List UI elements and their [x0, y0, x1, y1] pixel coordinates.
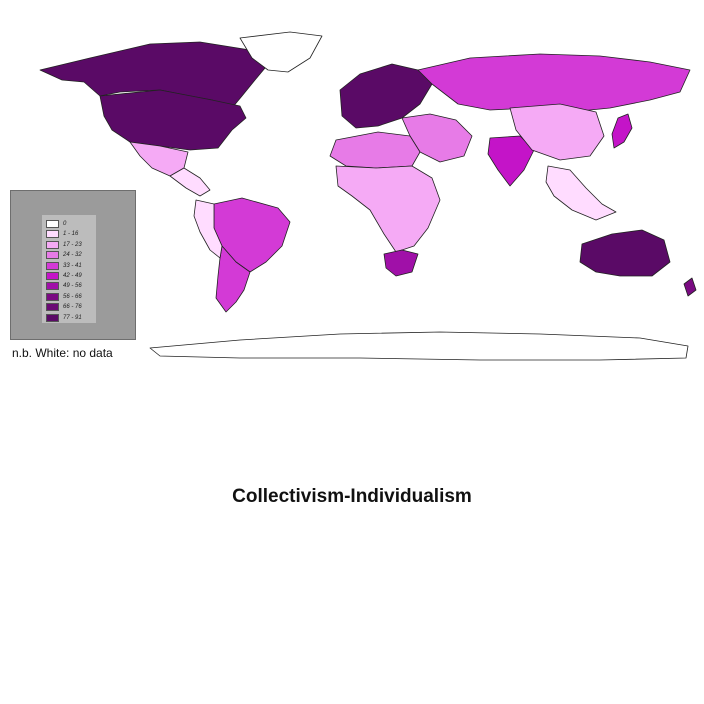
- legend-label: 49 - 56: [63, 283, 82, 290]
- region-united-states: [99, 89, 247, 151]
- legend-label: 66 - 76: [63, 304, 82, 311]
- legend-label: 33 - 41: [63, 262, 82, 269]
- region-russia: [417, 53, 691, 113]
- legend-swatch: [46, 251, 59, 260]
- legend-swatch: [46, 292, 59, 301]
- legend-swatch: [46, 282, 59, 291]
- region-europe: [339, 63, 433, 129]
- region-australia: [579, 229, 671, 277]
- region-south-africa: [383, 249, 419, 277]
- legend-item: 77 - 91: [46, 312, 82, 324]
- legend-swatch: [46, 230, 59, 239]
- region-greenland: [239, 31, 323, 73]
- legend-swatch: [46, 220, 59, 228]
- legend-label: 24 - 32: [63, 252, 82, 259]
- legend-label: 42 - 49: [63, 273, 82, 279]
- legend-item: 24 - 32: [46, 249, 82, 261]
- legend-item: 42 - 49: [46, 270, 82, 282]
- legend-label: 77 - 91: [63, 314, 82, 321]
- map-legend: 0 1 - 16 17 - 23 24 - 32 33 - 41 42 - 49 49 - …: [10, 190, 136, 340]
- region-new-zealand: [683, 277, 697, 297]
- no-data-note: n.b. White: no data: [12, 346, 113, 360]
- region-argentina: [215, 245, 251, 313]
- legend-item: 56 - 66: [46, 291, 82, 303]
- region-sub-saharan-africa: [335, 165, 441, 253]
- legend-item: 33 - 41: [46, 260, 82, 272]
- world-choropleth-map: [39, 31, 697, 361]
- region-china: [509, 103, 605, 161]
- legend-label: 0: [63, 221, 67, 227]
- legend-label: 56 - 66: [63, 293, 82, 300]
- region-north-africa: [329, 131, 421, 169]
- region-central-america: [169, 167, 211, 197]
- region-western-south-america: [193, 199, 223, 259]
- legend-swatch: [46, 313, 59, 322]
- region-southeast-asia: [545, 165, 617, 221]
- legend-item: 49 - 56: [46, 280, 82, 292]
- legend-item: 0: [46, 218, 66, 230]
- legend-item: 1 - 16: [46, 228, 78, 240]
- region-japan: [611, 113, 633, 149]
- map-caption: Collectivism-Individualism: [232, 486, 472, 507]
- region-antarctica: [149, 331, 689, 361]
- legend-swatch: [46, 303, 59, 312]
- legend-item: 66 - 76: [46, 301, 82, 313]
- legend-panel: 0 1 - 16 17 - 23 24 - 32 33 - 41 42 - 49 49 - …: [42, 215, 96, 323]
- legend-item: 17 - 23: [46, 239, 82, 251]
- legend-swatch: [46, 261, 59, 270]
- legend-label: 1 - 16: [63, 231, 79, 238]
- legend-swatch: [46, 272, 59, 280]
- legend-swatch: [46, 240, 59, 249]
- legend-label: 17 - 23: [63, 241, 82, 248]
